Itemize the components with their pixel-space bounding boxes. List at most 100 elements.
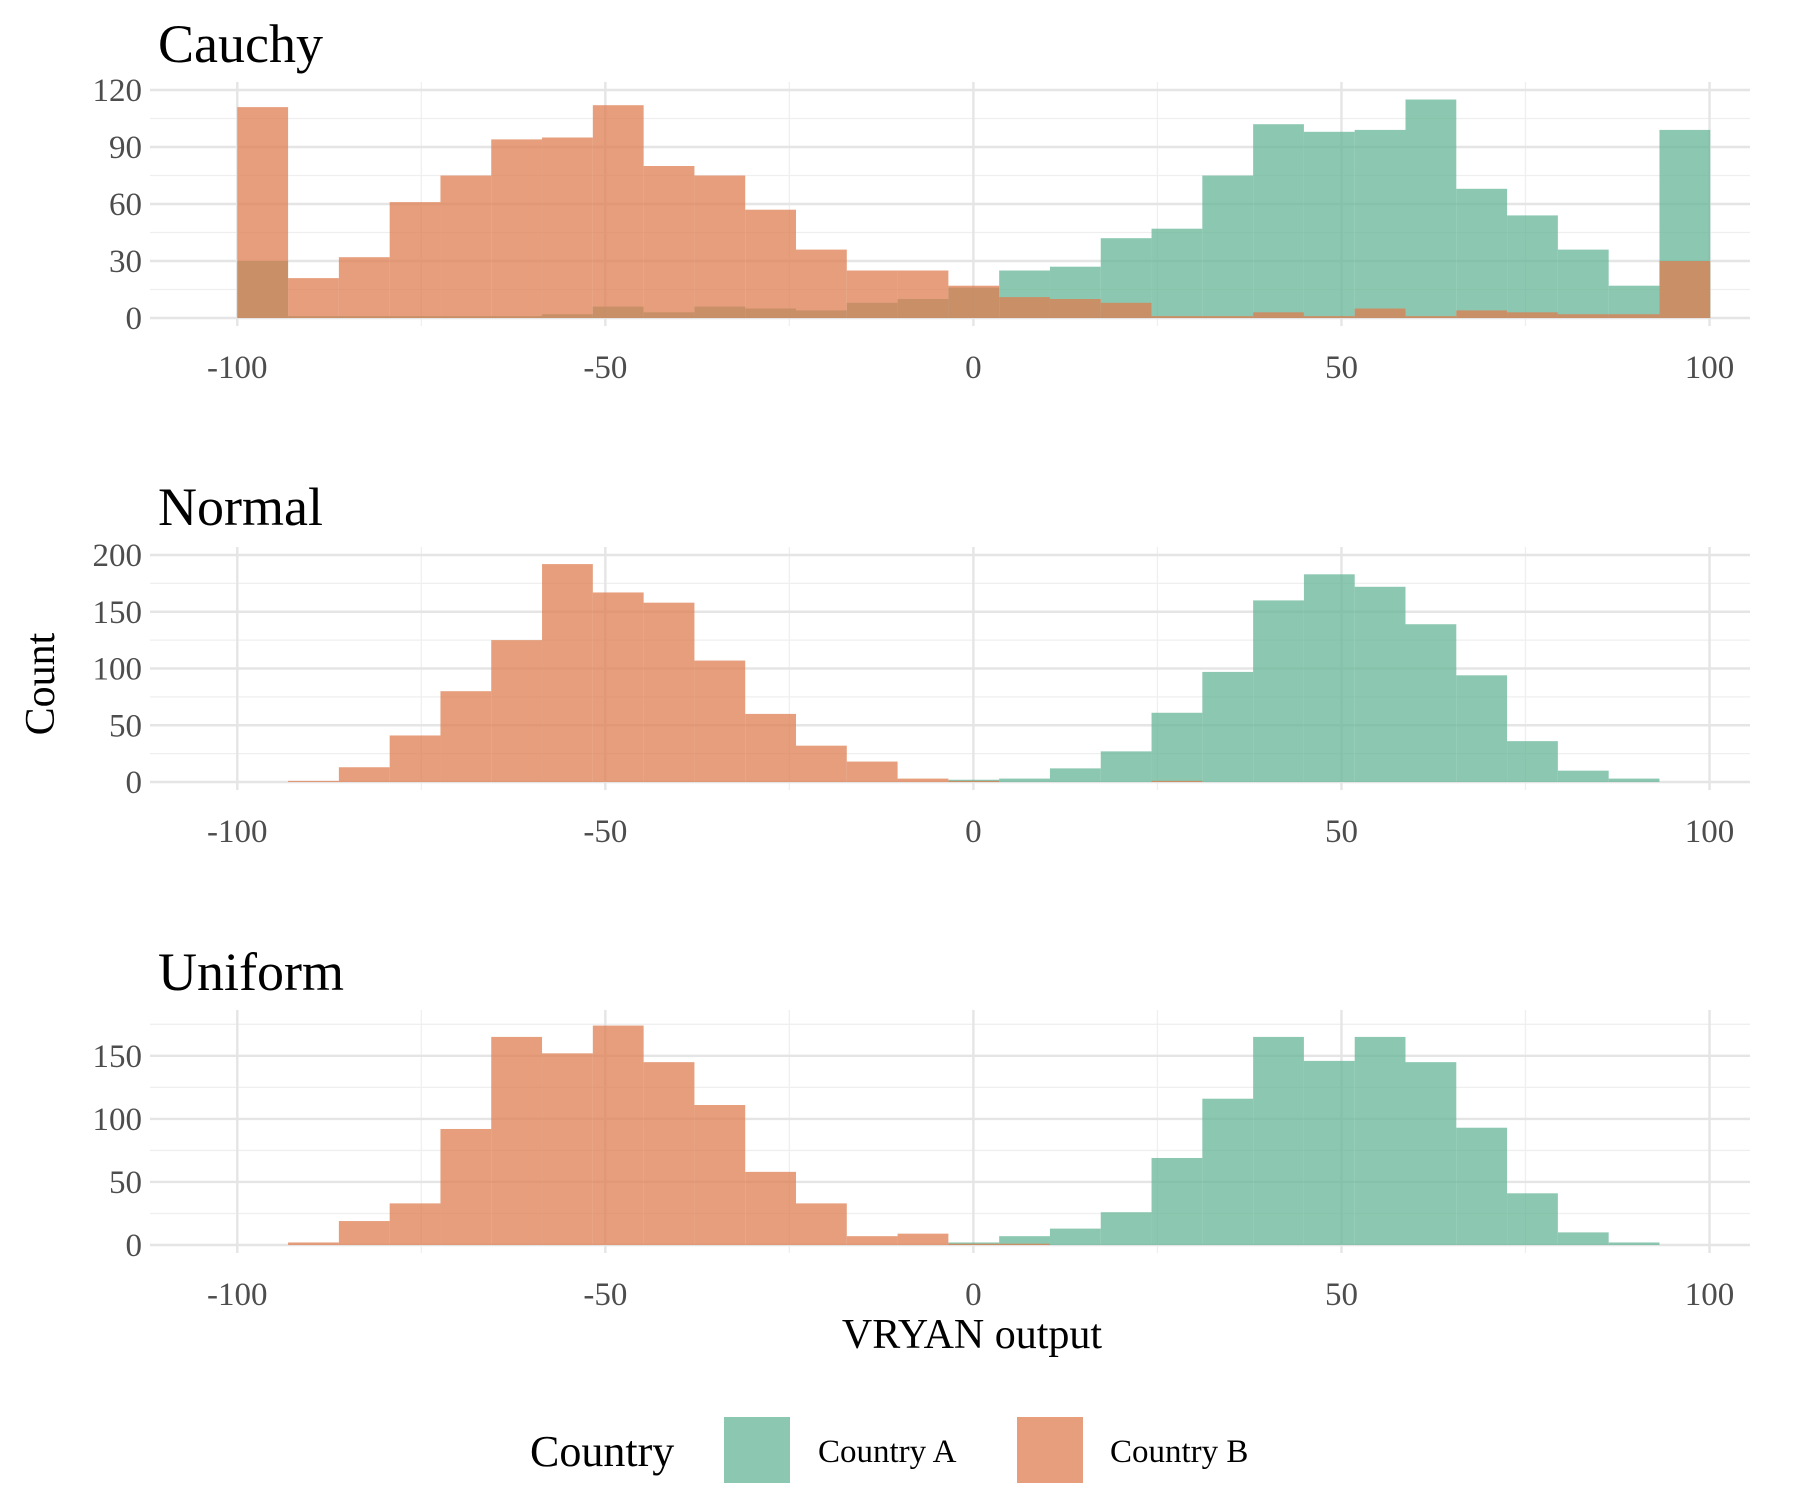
- series-country-a: [948, 574, 1660, 782]
- legend-title: Country: [530, 1427, 674, 1476]
- bar-country-a: [1151, 712, 1203, 782]
- bar-country-b: [440, 1128, 492, 1245]
- bar-country-a: [999, 1236, 1050, 1245]
- bar-country-a: [1303, 131, 1355, 318]
- bar-country-b: [999, 297, 1050, 318]
- bar-country-b: [694, 1105, 746, 1245]
- y-tick-label: 0: [126, 301, 143, 337]
- y-axis-title: Count: [18, 632, 64, 735]
- bar-country-b: [745, 209, 796, 318]
- x-tick-label: -100: [207, 1277, 268, 1313]
- bar-country-b: [846, 761, 898, 782]
- legend: Country Country A Country B: [530, 1417, 1248, 1483]
- bar-country-a: [1202, 671, 1254, 782]
- bar-country-b: [288, 1242, 339, 1245]
- y-tick-label: 150: [93, 1039, 143, 1075]
- bar-country-b: [542, 1053, 593, 1245]
- series-country-a: [948, 1036, 1660, 1245]
- bar-country-b: [796, 745, 847, 782]
- bar-country-b: [237, 107, 289, 318]
- x-tick-label: -50: [583, 350, 627, 386]
- x-tick-label: 100: [1685, 350, 1735, 386]
- bar-country-a: [1557, 1232, 1609, 1245]
- bar-country-b: [491, 139, 543, 318]
- x-tick-label: 100: [1685, 1277, 1735, 1313]
- bar-country-a: [1507, 1193, 1558, 1245]
- bar-country-a: [1507, 741, 1558, 782]
- bar-country-a: [1354, 129, 1406, 318]
- bar-country-a: [1507, 215, 1558, 318]
- bar-country-b: [1151, 316, 1203, 318]
- y-tick-label: 30: [109, 244, 142, 280]
- bar-country-a: [1151, 1157, 1203, 1245]
- legend-label-country-a: Country A: [818, 1434, 957, 1470]
- y-tick-label: 0: [126, 765, 143, 801]
- bar-country-a: [1354, 1036, 1406, 1245]
- bar-country-b: [542, 564, 593, 782]
- bar-country-a: [1405, 624, 1457, 782]
- y-tick-label: 100: [93, 652, 143, 688]
- bar-country-b: [1202, 316, 1254, 318]
- panel-cauchy: 0 30 60 90 120 -100 -50 0 50 100 Cauchy: [93, 14, 1750, 386]
- bar-country-b: [440, 175, 492, 318]
- bar-country-b: [1507, 312, 1558, 318]
- bar-country-a: [1151, 228, 1203, 318]
- bar-country-b: [288, 780, 339, 782]
- bar-country-b: [288, 278, 339, 318]
- bar-country-b: [1659, 261, 1711, 318]
- bar-country-a: [1608, 778, 1660, 782]
- x-tick-label: 50: [1325, 814, 1358, 850]
- panel-title: Normal: [158, 477, 323, 537]
- bar-country-a: [1049, 768, 1101, 782]
- panel-uniform: 0 50 100 150 -100 -50 0 50 100 Uniform: [93, 942, 1750, 1313]
- bar-country-b: [338, 257, 390, 318]
- bar-country-b: [1456, 310, 1508, 318]
- series-country-b: [288, 1025, 1050, 1245]
- bar-country-b: [999, 1243, 1050, 1245]
- x-tick-label: 50: [1325, 350, 1358, 386]
- bar-country-b: [897, 778, 949, 782]
- bar-country-a: [1405, 1062, 1457, 1245]
- bar-country-a: [1100, 1212, 1152, 1245]
- y-tick-label: 150: [93, 595, 143, 631]
- bar-country-b: [1253, 312, 1304, 318]
- y-tick-label: 100: [93, 1102, 143, 1138]
- legend-label-country-b: Country B: [1110, 1434, 1248, 1470]
- bar-country-b: [643, 166, 695, 318]
- bar-country-b: [592, 1025, 644, 1245]
- bar-country-b: [542, 137, 593, 318]
- legend-swatch-country-b: [1017, 1417, 1083, 1483]
- panel-title: Cauchy: [158, 14, 323, 74]
- x-tick-label: -100: [207, 350, 268, 386]
- bar-country-b: [796, 1203, 847, 1245]
- x-tick-label: -100: [207, 814, 268, 850]
- bar-country-a: [1405, 99, 1457, 318]
- bar-country-b: [897, 1233, 949, 1245]
- bar-country-a: [1557, 770, 1609, 782]
- bar-country-b: [592, 105, 644, 318]
- bar-country-b: [1608, 314, 1660, 318]
- bar-country-a: [1354, 586, 1406, 782]
- bar-country-b: [1049, 299, 1101, 318]
- bar-country-a: [1253, 124, 1304, 318]
- x-tick-label: 50: [1325, 1277, 1358, 1313]
- bar-country-b: [846, 270, 898, 318]
- bar-country-a: [1253, 600, 1304, 782]
- bar-country-b: [745, 713, 796, 782]
- bar-country-a: [1456, 1127, 1508, 1245]
- bar-country-b: [491, 1036, 543, 1245]
- bar-country-a: [1202, 175, 1254, 318]
- x-tick-label: 100: [1685, 814, 1735, 850]
- bar-country-b: [1100, 302, 1152, 318]
- bar-country-a: [1202, 1098, 1254, 1245]
- bar-country-b: [389, 202, 441, 318]
- x-tick-label: 0: [965, 814, 982, 850]
- bar-country-b: [745, 1171, 796, 1245]
- x-axis-title: VRYAN output: [842, 1312, 1103, 1358]
- bar-country-b: [796, 249, 847, 318]
- bar-country-b: [1405, 316, 1457, 318]
- bar-country-b: [1303, 316, 1355, 318]
- bar-country-b: [389, 1203, 441, 1245]
